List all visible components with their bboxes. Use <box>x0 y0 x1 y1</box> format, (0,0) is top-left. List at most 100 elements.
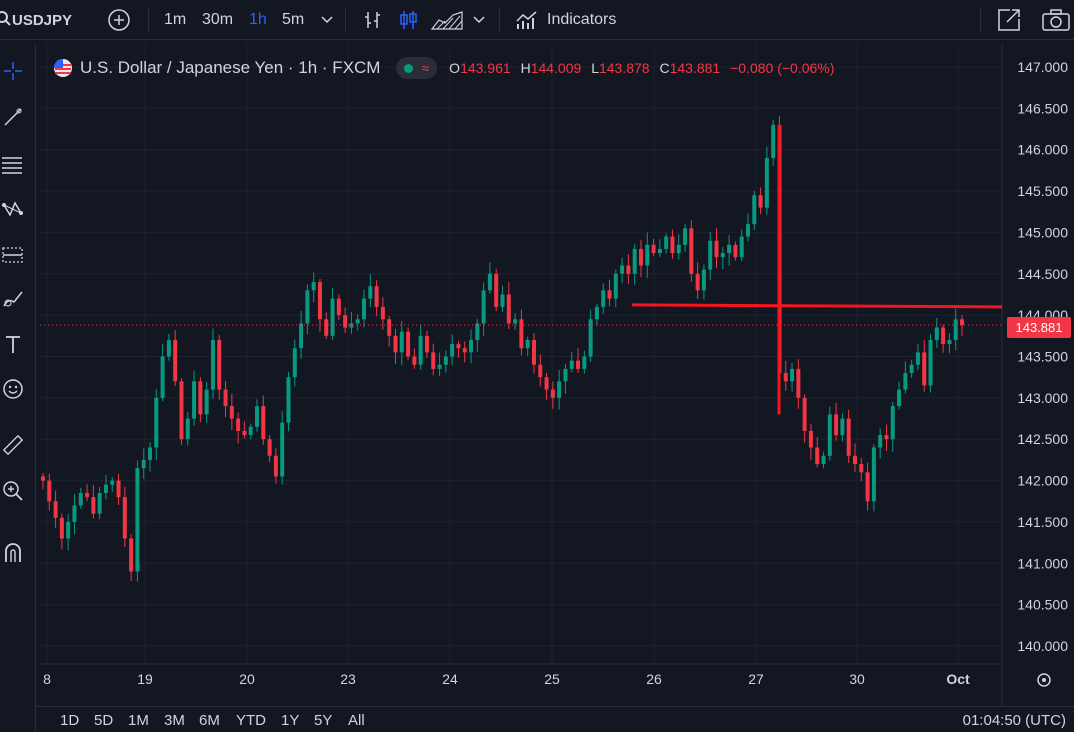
candle <box>752 190 757 230</box>
range-all[interactable]: All <box>348 711 365 729</box>
candle <box>884 424 889 451</box>
candle-body <box>941 327 946 345</box>
candle-body <box>582 356 587 369</box>
candle <box>519 309 524 356</box>
range-6m[interactable]: 6M <box>199 711 220 729</box>
crosshair-tool[interactable] <box>0 56 26 86</box>
candles-style-button[interactable] <box>397 0 419 40</box>
bar-style-button[interactable] <box>362 0 384 40</box>
candle-body <box>683 228 688 245</box>
candle-body <box>267 439 272 456</box>
candle-body <box>217 339 222 390</box>
candle <box>632 243 637 285</box>
range-1d[interactable]: 1D <box>60 711 80 729</box>
market-status-pill[interactable]: ≈ <box>396 57 438 79</box>
candle-body <box>299 323 304 349</box>
candle-body <box>550 389 555 398</box>
range-3m[interactable]: 3M <box>164 711 185 729</box>
candle-body <box>317 282 322 320</box>
area-style-button[interactable] <box>431 0 463 40</box>
candle <box>255 399 260 432</box>
candle <box>827 406 832 461</box>
top-toolbar: USDJPY 1m 30m 1h 5m Indicators <box>0 0 1074 40</box>
candle-body <box>387 319 392 336</box>
candle <box>815 436 820 468</box>
candle-body <box>790 368 795 382</box>
snapshot-button[interactable] <box>1041 0 1071 40</box>
utc-clock[interactable]: 01:04:50 (UTC) <box>962 711 1066 729</box>
range-1y[interactable]: 1Y <box>281 711 300 729</box>
candle <box>135 460 140 582</box>
candle <box>437 352 442 377</box>
range-5d[interactable]: 5D <box>94 711 114 729</box>
pattern-tool[interactable] <box>0 195 26 225</box>
candle-body <box>248 426 253 436</box>
candle-body <box>796 368 801 398</box>
candle <box>500 285 505 312</box>
area-chart-icon <box>431 11 463 30</box>
candle <box>764 146 769 215</box>
time-tick-label: 8 <box>43 671 51 687</box>
bottom-toolbar: 1D 5D 1M 3M 6M YTD 1Y 5Y All 01:04:50 (U… <box>36 706 1074 732</box>
brush-tool[interactable] <box>0 284 26 314</box>
magnet-tool[interactable] <box>0 538 26 568</box>
range-1m[interactable]: 1M <box>128 711 149 729</box>
candle <box>424 330 429 358</box>
candle-body <box>469 339 474 353</box>
candle <box>897 381 902 410</box>
candle <box>317 278 322 332</box>
candle <box>393 328 398 365</box>
candle-body <box>638 248 643 266</box>
symbol-search[interactable]: USDJPY <box>0 0 72 40</box>
zoom-tool[interactable] <box>0 476 26 506</box>
candle-body <box>66 521 71 539</box>
candle <box>85 484 90 502</box>
open-in-new-window-button[interactable] <box>996 0 1022 40</box>
interval-1m[interactable]: 1m <box>164 11 187 28</box>
axis-settings-icon[interactable] <box>1037 673 1051 687</box>
candle <box>525 336 530 357</box>
interval-30m[interactable]: 30m <box>202 11 234 28</box>
candle-body <box>286 377 291 423</box>
price-tick-label: 140.000 <box>1017 638 1068 654</box>
text-tool[interactable] <box>0 329 26 359</box>
candle <box>695 262 700 299</box>
intervals-dropdown[interactable] <box>320 0 334 40</box>
candle-body <box>632 248 637 274</box>
candle <box>116 473 121 506</box>
candle-body <box>859 464 864 473</box>
candle <box>469 329 474 364</box>
candle <box>374 280 379 317</box>
forecast-tool[interactable] <box>0 240 26 270</box>
candle-body <box>412 356 417 365</box>
candle-body <box>670 236 675 254</box>
icon-tool[interactable] <box>0 374 26 404</box>
candle <box>903 361 908 394</box>
candle <box>103 475 108 500</box>
candle <box>166 333 171 361</box>
candle <box>626 254 631 284</box>
candle-body <box>525 339 530 349</box>
candle-body <box>418 335 423 365</box>
trend-line-tool[interactable] <box>0 102 26 132</box>
compare-button[interactable] <box>107 0 131 40</box>
indicators-button[interactable]: Indicators <box>515 0 616 40</box>
candle-body <box>305 290 310 324</box>
fib-tool[interactable] <box>0 150 26 180</box>
candle <box>745 213 750 242</box>
interval-5m[interactable]: 5m <box>282 11 305 28</box>
interval-1h[interactable]: 1h <box>249 11 267 28</box>
range-5y[interactable]: 5Y <box>314 711 333 729</box>
candle-body <box>909 364 914 374</box>
candle <box>267 435 272 463</box>
candle <box>890 401 895 452</box>
time-axis: 8 19 20 23 24 25 26 27 30 Oct <box>43 671 970 687</box>
range-ytd[interactable]: YTD <box>236 711 266 729</box>
candle-body <box>594 306 599 320</box>
candle-body <box>764 157 769 208</box>
candle <box>651 238 656 257</box>
candle <box>846 409 851 463</box>
chart-type-dropdown[interactable] <box>472 0 486 40</box>
measure-tool[interactable] <box>0 430 26 460</box>
